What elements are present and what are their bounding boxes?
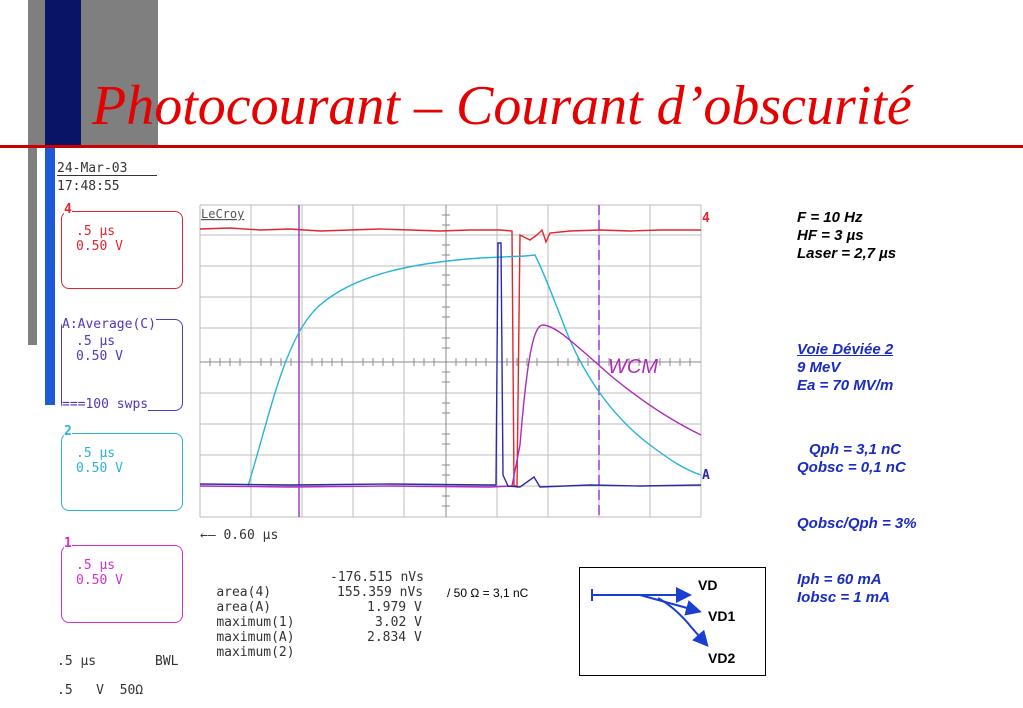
- diagram-label-vd1: VD1: [708, 608, 736, 624]
- trace-wcm: [199, 324, 702, 488]
- channel-4-label: 4: [64, 202, 72, 217]
- deflection-diagram: VD VD1 VD2: [579, 567, 766, 676]
- param-ea: Ea = 70 MV/m: [797, 377, 894, 394]
- channel-1-volts: 0.50 V: [76, 573, 123, 588]
- measurement-row: area(4) -176.515 nVs: [185, 570, 424, 630]
- channel-a-label: A:Average(C): [62, 317, 156, 332]
- channel-a-sweeps: ===100 swps: [62, 397, 149, 412]
- timebase-setting: .5 µs: [57, 654, 97, 669]
- channel-1-timebase: .5 µs: [76, 558, 116, 573]
- decor-bar-gray-low: [28, 145, 37, 345]
- title-rule: [0, 145, 1023, 148]
- channel-4-timebase: .5 µs: [76, 224, 116, 239]
- decor-bar-navy: [45, 0, 81, 145]
- center-axis-ticks: [200, 205, 701, 517]
- channel-1-panel[interactable]: 1 .5 µs 0.50 V: [61, 536, 183, 623]
- slide-title: Photocourant – Courant d’obscurité: [92, 75, 912, 137]
- channel-2-volts: 0.50 V: [76, 461, 123, 476]
- measurement-value: 155.359 nVs: [337, 585, 424, 600]
- channel-a-marker: A: [702, 468, 710, 483]
- measurement-value: 2.834 V: [367, 630, 422, 645]
- measurements-panel: area(4) -176.515 nVs area(A) 155.359 nVs…: [185, 570, 580, 660]
- decor-bar-blue: [45, 145, 55, 405]
- measurement-label: maximum(A): [216, 630, 295, 645]
- channel-4-volts: 0.50 V: [76, 239, 123, 254]
- measurement-label: area(A): [216, 600, 272, 615]
- measurement-row: maximum(2) 2.834 V: [185, 630, 421, 690]
- diagram-label-vd2: VD2: [708, 650, 736, 666]
- channel-4-panel[interactable]: 4 .5 µs 0.50 V: [61, 202, 183, 289]
- param-energy: 9 MeV: [797, 359, 841, 376]
- measurement-label: maximum(2): [216, 645, 295, 660]
- param-frequency: F = 10 Hz: [797, 209, 863, 226]
- scope-date: 24-Mar-03: [57, 161, 128, 176]
- lecroy-logo: LeCroy: [201, 207, 244, 221]
- channel-2-label: 2: [64, 424, 72, 439]
- scope-display: 4 WCM A LeCroy: [199, 204, 710, 518]
- channel-1-label: 1: [64, 536, 72, 551]
- param-iobsc: Iobsc = 1 mA: [797, 589, 890, 606]
- param-laser: Laser = 2,7 µs: [797, 245, 897, 262]
- param-hf: HF = 3 µs: [797, 227, 864, 244]
- trace-channel-a: [199, 242, 702, 488]
- measurement-extra: / 50 Ω = 3,1 nC: [447, 586, 529, 600]
- measurement-row: maximum(1) 1.979 V: [185, 600, 421, 660]
- diagram-label-vd: VD: [698, 577, 718, 593]
- bwl-indicator: BWL: [155, 654, 179, 669]
- channel-1-coupling: .5 V 50Ω: [57, 683, 144, 698]
- param-qph: Qph = 3,1 nC: [809, 441, 902, 458]
- channel-4-marker: 4: [702, 211, 710, 226]
- timebase-readout: ←— 0.60 µs: [200, 528, 279, 543]
- measurement-value: 1.979 V: [367, 600, 422, 615]
- param-iph: Iph = 60 mA: [797, 571, 882, 588]
- scope-time: 17:48:55: [57, 179, 120, 194]
- trace-channel-2: [247, 254, 702, 487]
- param-ratio: Qobsc/Qph = 3%: [797, 515, 917, 532]
- param-voie: Voie Déviée 2: [797, 341, 894, 358]
- channel-a-timebase: .5 µs: [76, 334, 116, 349]
- wcm-label: WCM: [608, 356, 658, 378]
- channel-a-volts: 0.50 V: [76, 349, 123, 364]
- channel-2-panel[interactable]: 2 .5 µs 0.50 V: [61, 424, 183, 511]
- measurement-value: 3.02 V: [375, 615, 422, 630]
- deflection-arrows: [591, 587, 709, 648]
- measurement-row: maximum(A) 3.02 V: [185, 615, 422, 675]
- measurement-label: area(4): [216, 585, 272, 600]
- measurement-label: maximum(1): [216, 615, 295, 630]
- channel-2-timebase: .5 µs: [76, 446, 116, 461]
- scope-date-rule: [57, 175, 157, 176]
- channel-a-panel[interactable]: A:Average(C) .5 µs 0.50 V ===100 swps: [61, 317, 183, 412]
- param-qobsc: Qobsc = 0,1 nC: [797, 459, 906, 476]
- measurement-row: area(A) 155.359 nVs / 50 Ω = 3,1 nC: [185, 585, 528, 660]
- measurement-value: -176.515 nVs: [330, 570, 424, 585]
